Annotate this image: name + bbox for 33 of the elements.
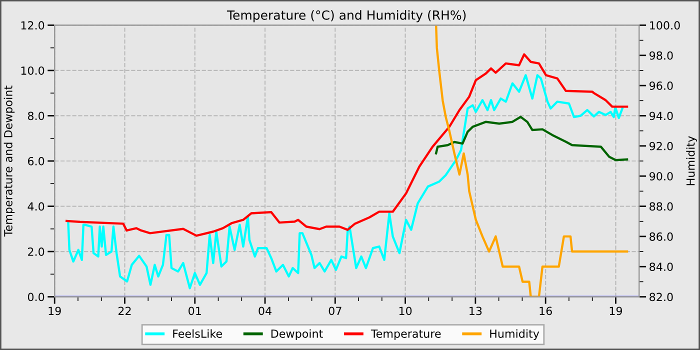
- x-tick-label: 16: [540, 306, 552, 316]
- x-tick-label: 19: [610, 306, 622, 316]
- x-tick-label: 19: [48, 306, 61, 316]
- x-tick-label: 10: [399, 306, 412, 316]
- y-axis-title: Temperature and Dewpoint: [4, 86, 15, 237]
- y2-tick-label: 88.0: [650, 202, 673, 211]
- y2-tick-label: 94.0: [650, 112, 673, 120]
- y2-tick-label: 96.0: [650, 82, 673, 90]
- x-tick-label: 13: [470, 306, 482, 316]
- chart-title: Temperature (°C) and Humidity (RH%): [226, 10, 466, 22]
- x-tick-label: 22: [118, 306, 131, 315]
- y2-tick-label: 90.0: [650, 172, 673, 180]
- y-tick-label: 10.0: [21, 66, 44, 75]
- y2-tick-label: 100.0: [650, 21, 680, 30]
- y2-tick-label: 98.0: [650, 51, 673, 60]
- y-tick-label: 4.0: [28, 202, 44, 211]
- x-tick-label: 04: [258, 306, 272, 316]
- y2-tick-label: 86.0: [650, 232, 673, 241]
- legend-label: Humidity: [490, 329, 540, 340]
- y2-tick-label: 82.0: [650, 292, 673, 302]
- legend-label: FeelsLike: [173, 329, 222, 338]
- legend-label: Dewpoint: [271, 329, 323, 340]
- x-tick-label: 07: [328, 306, 342, 316]
- y-tick-label: 6.0: [28, 156, 44, 166]
- y-tick-label: 2.0: [28, 248, 44, 256]
- x-tick-label: 01: [188, 306, 201, 316]
- legend-label: Temperature: [370, 330, 441, 340]
- y2-tick-label: 92.0: [650, 142, 673, 150]
- y-tick-label: 12.0: [21, 21, 44, 30]
- y2-tick-label: 84.0: [650, 262, 673, 271]
- y2-axis-title: Humidity: [686, 136, 697, 186]
- y-tick-label: 8.0: [28, 112, 44, 120]
- y-tick-label: 0.0: [28, 292, 44, 302]
